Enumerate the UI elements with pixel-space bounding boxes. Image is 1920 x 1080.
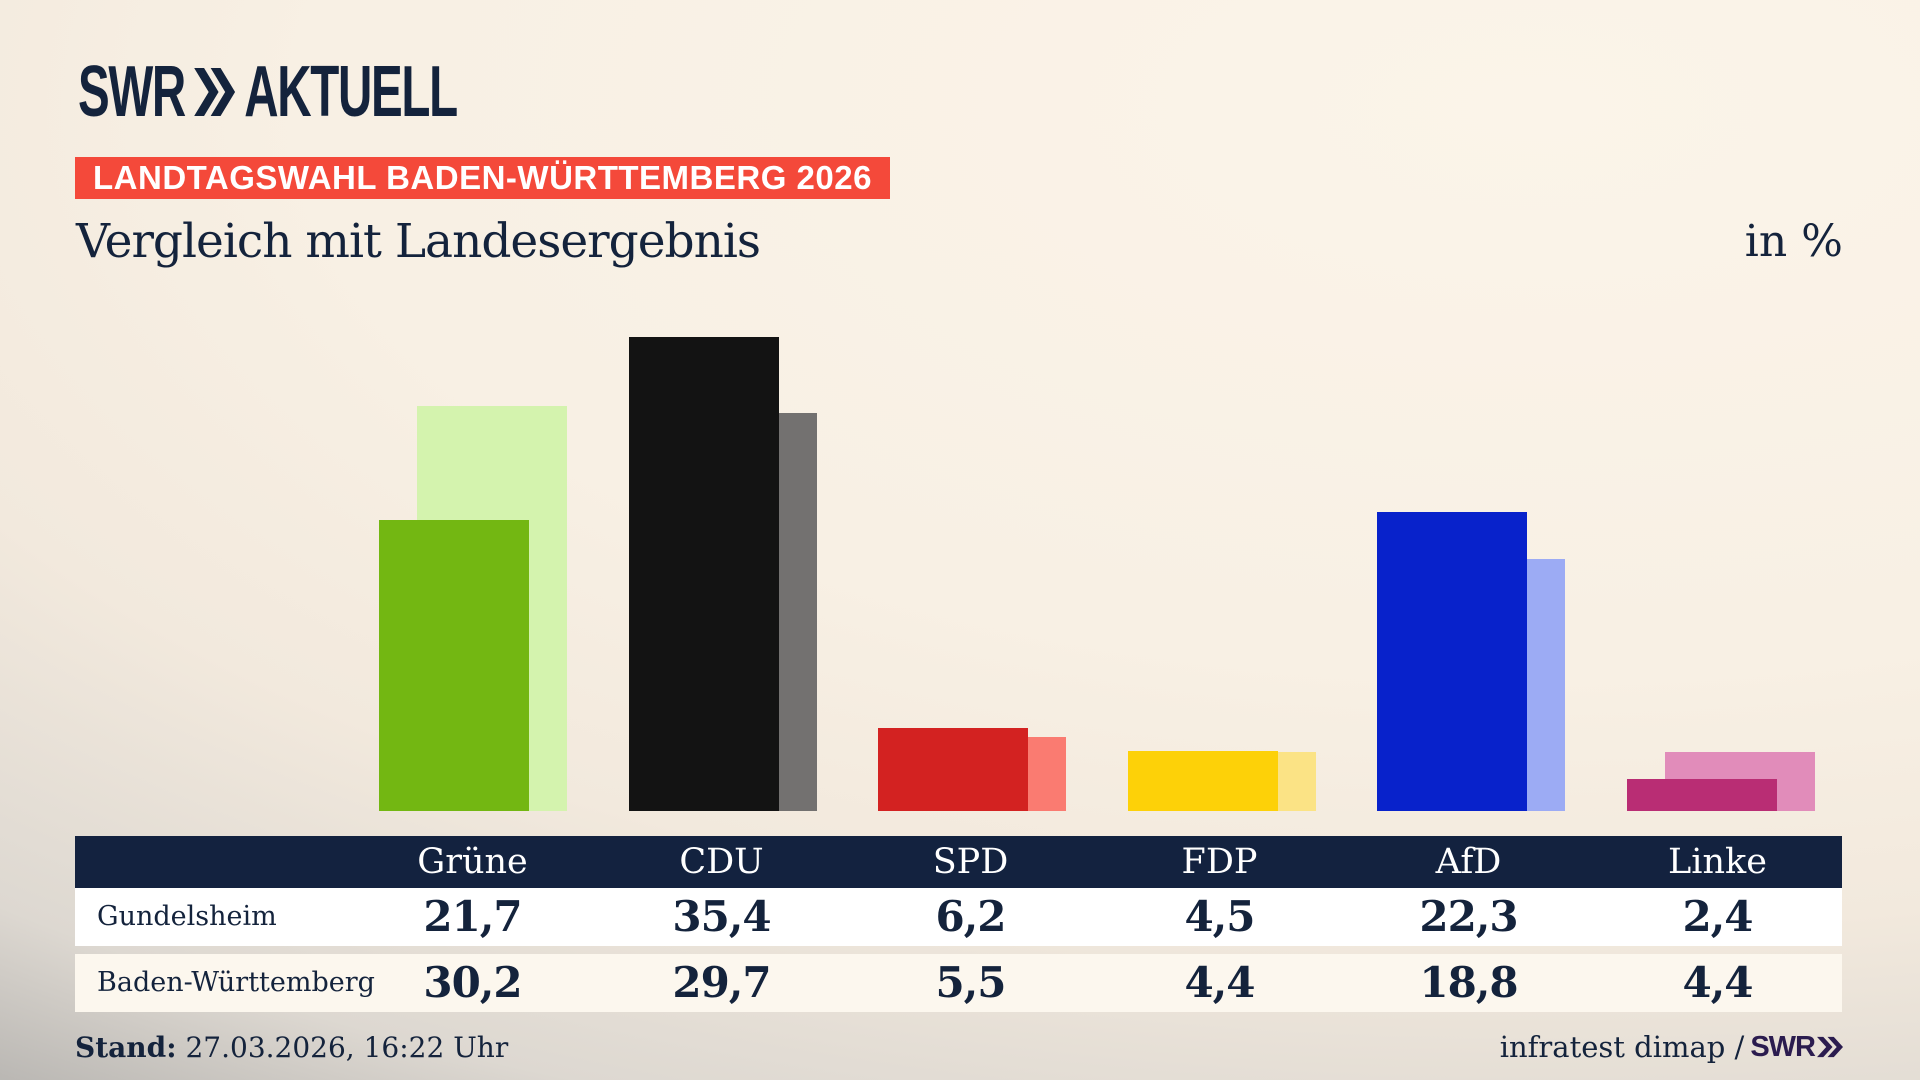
value-cell: 4,5: [1184, 892, 1255, 941]
row-label: Baden-Württemberg: [97, 967, 375, 998]
chart-title: Vergleich mit Landesergebnis: [76, 214, 761, 269]
value-cell: 4,4: [1682, 958, 1753, 1007]
table-header-cdu: CDU: [679, 842, 764, 882]
bar-gundelsheim-fdp: [1128, 751, 1278, 811]
bar-gundelsheim-afd: [1377, 512, 1527, 811]
value-cell: 18,8: [1419, 958, 1518, 1007]
value-cell: 2,4: [1682, 892, 1753, 941]
bar-gundelsheim-linke: [1627, 779, 1777, 811]
table-header-linke: Linke: [1668, 842, 1767, 882]
stand-timestamp: Stand: 27.03.2026, 16:22 Uhr: [75, 1031, 508, 1064]
value-cell: 30,2: [423, 958, 522, 1007]
table-header-afd: AfD: [1435, 842, 1502, 882]
bar-gundelsheim-spd: [878, 728, 1028, 811]
table-header-spd: SPD: [932, 842, 1009, 882]
value-cell: 22,3: [1419, 892, 1518, 941]
value-cell: 5,5: [935, 958, 1006, 1007]
swr-aktuell-logo: SWR AKTUELL: [78, 52, 458, 132]
table-row-gundelsheim: Gundelsheim 21,7 35,4 6,2 4,5 22,3 2,4: [75, 888, 1842, 946]
row-label: Gundelsheim: [97, 901, 277, 932]
source-swr-text: SWR: [1750, 1030, 1816, 1063]
value-cell: 6,2: [935, 892, 1006, 941]
table-header-gruene: Grüne: [417, 842, 528, 882]
value-cell: 35,4: [672, 892, 771, 941]
results-table: Grüne CDU SPD FDP AfD Linke Gundelsheim …: [75, 836, 1842, 1012]
source-chevron-icon: [1815, 1036, 1843, 1058]
table-header-fdp: FDP: [1181, 842, 1258, 882]
unit-label: in %: [1744, 216, 1843, 267]
bar-gundelsheim-cdu: [629, 337, 779, 811]
table-header-row: Grüne CDU SPD FDP AfD Linke: [75, 836, 1842, 888]
logo-swr-text: SWR: [78, 52, 186, 132]
table-row-baden-wuerttemberg: Baden-Württemberg 30,2 29,7 5,5 4,4 18,8…: [75, 954, 1842, 1012]
source-credit: infratest dimap / SWR: [1500, 1030, 1843, 1064]
bar-gundelsheim-grne: [379, 520, 529, 811]
stand-label: Stand:: [75, 1031, 177, 1064]
value-cell: 21,7: [423, 892, 522, 941]
double-chevron-icon: [194, 68, 236, 116]
stand-value: 27.03.2026, 16:22 Uhr: [176, 1031, 509, 1064]
source-text: infratest dimap /: [1499, 1030, 1745, 1064]
election-badge: LANDTAGSWAHL BADEN-WÜRTTEMBERG 2026: [75, 157, 890, 199]
logo-aktuell-text: AKTUELL: [244, 52, 458, 132]
value-cell: 4,4: [1184, 958, 1255, 1007]
value-cell: 29,7: [672, 958, 771, 1007]
